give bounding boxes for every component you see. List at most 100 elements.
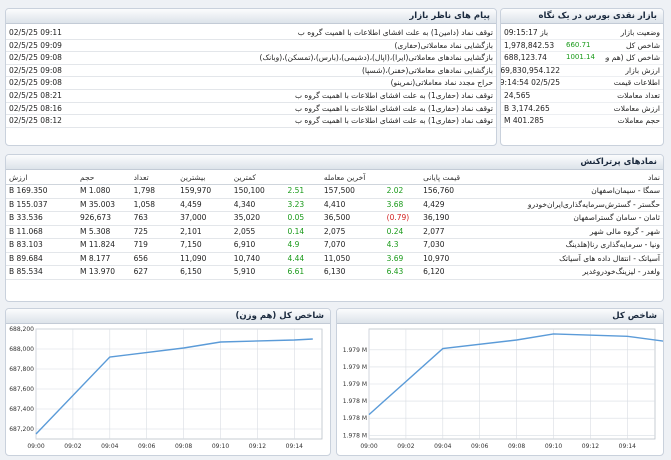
header-count[interactable]: تعداد (130, 172, 178, 185)
y-tick-label: 688,000 (9, 346, 34, 353)
popular-cell-last: 11,050 (323, 253, 351, 263)
popular-row[interactable]: شهر - گروه مالی شهر 2,077 0.24 2,075 0.14 2,0… (6, 225, 663, 239)
popular-row[interactable]: ثامان - سامان گستراصفهان 36,190 (0.79) 36,5… (6, 212, 663, 225)
snapshot-change (563, 102, 605, 115)
popular-cell-name[interactable]: آسیاتک - انتقال داده های آسیاتک (559, 253, 660, 263)
popular-cell-name[interactable]: ونیا - سرمایه‌گذاری رنا(هلدینگ (565, 240, 660, 249)
popular-cell-name[interactable]: شهر - گروه مالی شهر (589, 226, 660, 236)
x-tick-label: 09:14 (286, 443, 303, 450)
popular-cell-high: 6,150 (180, 267, 202, 276)
popular-cell-high: 2,101 (180, 226, 202, 236)
message-row[interactable]: توقف نماد (حفاری1) به علت افشای اطلاعات … (6, 115, 496, 128)
message-row[interactable]: توقف نماد (حفاری1) به علت افشای اطلاعات … (6, 102, 496, 115)
popular-cell-low: 35,020 (233, 213, 261, 222)
snapshot-value: 24,565 (504, 90, 531, 100)
x-tick-label: 09:12 (249, 443, 266, 450)
message-date: 02/5/25 08:16 (9, 103, 62, 113)
popular-cell-final-chg: 2.02 (386, 186, 404, 195)
popular-cell-final: 36,190 (423, 213, 450, 222)
message-text[interactable]: توقف نماد (حفاری1) به علت افشای اطلاعات … (294, 116, 493, 126)
popular-row[interactable]: ولغدر - لیزینگ‌خودروغدیر 6,120 6.43 6,130 6.… (6, 266, 663, 279)
index-line (35, 338, 313, 435)
popular-cell-name[interactable]: ولغدر - لیزینگ‌خودروغدیر (582, 267, 661, 276)
header-final-change (383, 172, 421, 185)
popular-cell-last-chg: 4.9 (287, 240, 300, 249)
message-text[interactable]: توقف نماد (حفاری1) به علت افشای اطلاعات … (294, 90, 493, 100)
snapshot-row: حجم معاملات 401.285 M (501, 115, 663, 128)
snapshot-row: ارزش معاملات 3,174.265 B (501, 102, 663, 115)
popular-cell-name[interactable]: سمگا - سیمان‌اصفهان (591, 186, 660, 195)
x-tick-label: 09:06 (138, 443, 155, 450)
message-text[interactable]: توقف نماد (حفاری1) به علت افشای اطلاعات … (294, 103, 493, 113)
popular-row[interactable]: سمگا - سیمان‌اصفهان 156,760 2.02 157,500 2.5… (6, 185, 663, 198)
message-row[interactable]: حراج مجدد نماد معاملاتی(نمرینو) 02/5/25 0… (6, 77, 496, 90)
snapshot-value: باز 09:15:17 (504, 28, 549, 37)
message-date: 02/5/25 09:11 (9, 28, 62, 37)
header-low[interactable]: کمترین (230, 172, 285, 185)
message-row[interactable]: توقف نماد (دامین1) به علت افشای اطلاعات … (6, 27, 496, 40)
popular-cell-value: 11.068 B (9, 226, 43, 236)
popular-header-row: نماد قیمت پایانی آخرین معامله کمترین بیش… (6, 172, 663, 185)
popular-symbols-title: نمادهای پرتراکنش (6, 155, 663, 170)
popular-cell-value: 169.350 B (9, 186, 48, 195)
y-tick-label: 1.979 M (343, 364, 367, 371)
message-row[interactable]: بازگشایی نمادهای معاملاتی(ایرا)،(اپال)،(… (6, 52, 496, 65)
popular-row[interactable]: آسیاتک - انتقال داده های آسیاتک 10,970 3.6… (6, 252, 663, 266)
popular-cell-high: 7,150 (180, 240, 202, 249)
x-tick-label: 09:04 (101, 443, 118, 450)
popular-cell-low: 10,740 (233, 253, 261, 263)
popular-symbols-panel: نمادهای پرتراکنش نماد قیمت پایانی آخرین … (5, 154, 664, 302)
message-text[interactable]: توقف نماد (دامین1) به علت افشای اطلاعات … (297, 28, 493, 37)
popular-row[interactable]: حگستر - گسترش‌سرمایه‌گذاری‌ایران‌خودرو 4,… (6, 198, 663, 212)
header-last-trade[interactable]: آخرین معامله (320, 172, 384, 185)
snapshot-value: 401.285 M (504, 116, 544, 126)
snapshot-row: شاخص کل (هم وزن) 1001.14 688,123.74 (501, 52, 663, 65)
popular-cell-final-chg: 3.68 (386, 199, 404, 209)
header-name[interactable]: نماد (484, 172, 663, 185)
popular-cell-high: 159,970 (180, 186, 212, 195)
total-index-chart-title: شاخص کل (337, 309, 663, 324)
popular-cell-last: 7,070 (323, 240, 346, 249)
popular-cell-name[interactable]: ثامان - سامان گستراصفهان (573, 213, 660, 222)
popular-cell-value: 155.037 B (9, 199, 48, 209)
header-high[interactable]: بیشترین (177, 172, 231, 185)
message-text[interactable]: بازگشایی نمادهای معاملاتی(خفنر)،(شسپا) (361, 65, 493, 75)
x-tick-label: 09:02 (64, 443, 81, 450)
supervisor-messages-panel: پیام های ناظر بازار توقف نماد (دامین1) ب… (5, 8, 497, 146)
message-text[interactable]: بازگشایی نمادهای معاملاتی(ایرا)،(اپال)،(… (259, 53, 493, 63)
x-tick-label: 09:08 (508, 443, 525, 450)
index-line (368, 333, 663, 416)
popular-cell-final: 156,760 (423, 186, 455, 195)
snapshot-change: 660.71 (566, 40, 591, 49)
popular-cell-low: 2,055 (233, 226, 256, 236)
message-text[interactable]: حراج مجدد نماد معاملاتی(نمرینو) (390, 78, 493, 88)
popular-cell-low: 5,910 (233, 267, 256, 276)
popular-cell-volume: 8.177 M (79, 253, 111, 263)
message-date: 02/5/25 09:08 (9, 78, 62, 88)
snapshot-value: 3,174.265 B (504, 103, 550, 113)
snapshot-label: تعداد معاملات (617, 90, 660, 100)
message-row[interactable]: بازگشایی نمادهای معاملاتی(خفنر)،(شسپا) 02… (6, 64, 496, 77)
message-row[interactable]: بازگشایی نماد معاملاتی(حفاری) 02/5/25 09:… (6, 39, 496, 52)
message-text[interactable]: بازگشایی نماد معاملاتی(حفاری) (394, 40, 493, 50)
snapshot-value: 688,123.74 (504, 53, 547, 63)
header-value[interactable]: ارزش (6, 172, 77, 185)
snapshot-row: شاخص کل 660.71 1,978,842.53 (501, 39, 663, 52)
popular-cell-count: 1,058 (133, 199, 156, 209)
header-final-price[interactable]: قیمت پایانی (420, 172, 485, 185)
popular-cell-last-chg: 6.61 (287, 267, 305, 276)
popular-cell-last-chg: 4.44 (287, 253, 305, 263)
message-row[interactable]: توقف نماد (حفاری1) به علت افشای اطلاعات … (6, 89, 496, 103)
popular-cell-last-chg: 3.23 (287, 199, 305, 209)
popular-cell-name[interactable]: حگستر - گسترش‌سرمایه‌گذاری‌ایران‌خودرو (527, 199, 660, 209)
popular-row[interactable]: ونیا - سرمایه‌گذاری رنا(هلدینگ 7,030 4.3 7,… (6, 239, 663, 252)
market-snapshot-title: بازار نقدی بورس در یک نگاه (501, 9, 663, 24)
snapshot-value: 02/5/25 09:14:54 (501, 78, 560, 88)
popular-cell-final-chg: 3.69 (386, 253, 404, 263)
snapshot-value: 69,830,954.122 B (501, 65, 560, 75)
header-volume[interactable]: حجم (76, 172, 131, 185)
popular-cell-high: 37,000 (180, 213, 207, 222)
snapshot-change (563, 89, 605, 102)
popular-cell-volume: 1.080 M (79, 186, 111, 195)
popular-cell-value: 33.536 B (9, 213, 43, 222)
